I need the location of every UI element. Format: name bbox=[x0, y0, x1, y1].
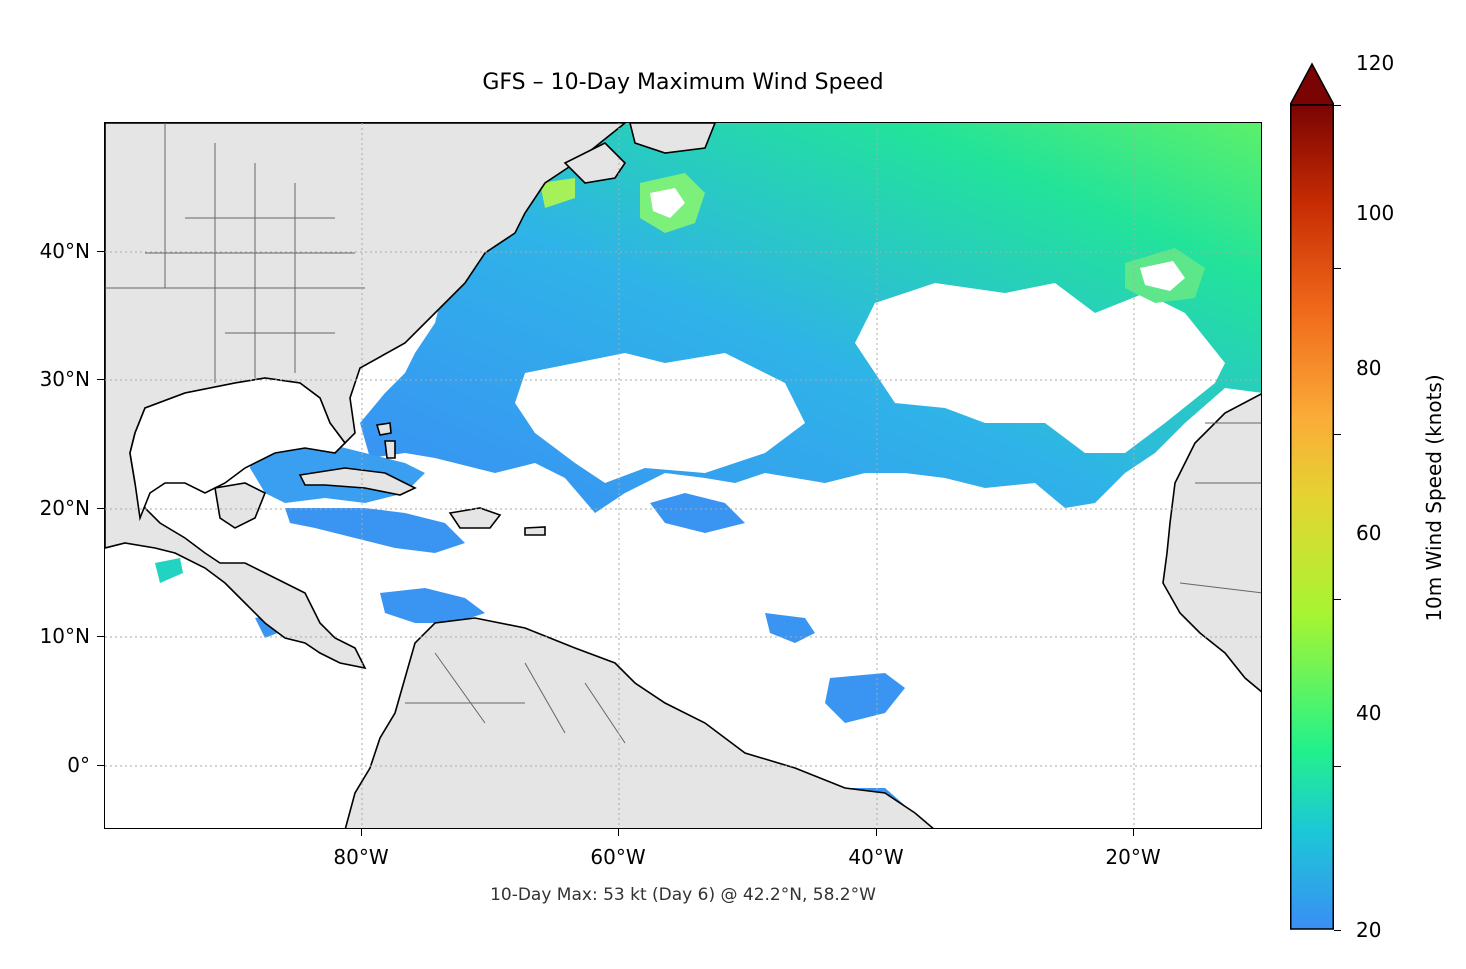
land bbox=[105, 123, 1261, 828]
y-tick-label: 10°N bbox=[39, 624, 90, 648]
colorbar-tickmark bbox=[1334, 434, 1341, 435]
y-tickmark bbox=[97, 765, 104, 766]
colorbar-extend-arrow bbox=[1290, 62, 1334, 106]
colorbar-tick-label: 100 bbox=[1356, 201, 1395, 225]
chart-title: GFS – 10-Day Maximum Wind Speed bbox=[482, 70, 884, 95]
y-tickmark bbox=[97, 251, 104, 252]
x-tick-label: 40°W bbox=[848, 845, 904, 869]
y-tickmark bbox=[97, 636, 104, 637]
y-tick-label: 30°N bbox=[39, 367, 90, 391]
colorbar-tick-label: 80 bbox=[1356, 356, 1382, 380]
y-tick-label: 0° bbox=[67, 753, 90, 777]
max-wind-annotation: 10-Day Max: 53 kt (Day 6) @ 42.2°N, 58.2… bbox=[490, 885, 876, 905]
x-tick-label: 60°W bbox=[590, 845, 646, 869]
map-panel bbox=[104, 122, 1262, 829]
x-tick-label: 80°W bbox=[333, 845, 389, 869]
colorbar-tick-label: 40 bbox=[1356, 701, 1382, 725]
x-tickmark bbox=[876, 829, 877, 836]
x-tickmark bbox=[618, 829, 619, 836]
y-tickmark bbox=[97, 508, 104, 509]
gridlines bbox=[105, 123, 1261, 828]
colorbar-label: 10m Wind Speed (knots) bbox=[1422, 374, 1446, 622]
y-tickmark bbox=[97, 379, 104, 380]
x-tick-label: 20°W bbox=[1105, 845, 1161, 869]
x-tickmark bbox=[1133, 829, 1134, 836]
colorbar-tickmark bbox=[1334, 930, 1341, 931]
y-tick-label: 20°N bbox=[39, 496, 90, 520]
colorbar-tickmark bbox=[1334, 766, 1341, 767]
colorbar-tickmark bbox=[1334, 105, 1341, 106]
colorbar-gradient bbox=[1290, 104, 1334, 930]
colorbar-tick-label: 120 bbox=[1356, 51, 1395, 75]
colorbar-tick-label: 60 bbox=[1356, 521, 1382, 545]
colorbar-tick-label: 20 bbox=[1356, 918, 1382, 942]
colorbar-tickmark bbox=[1334, 268, 1341, 269]
colorbar bbox=[1290, 62, 1334, 930]
map-canvas bbox=[105, 123, 1261, 828]
colorbar-tickmark bbox=[1334, 599, 1341, 600]
borders bbox=[105, 123, 1261, 744]
x-tickmark bbox=[361, 829, 362, 836]
y-tick-label: 40°N bbox=[39, 239, 90, 263]
wind-field bbox=[105, 123, 1261, 828]
